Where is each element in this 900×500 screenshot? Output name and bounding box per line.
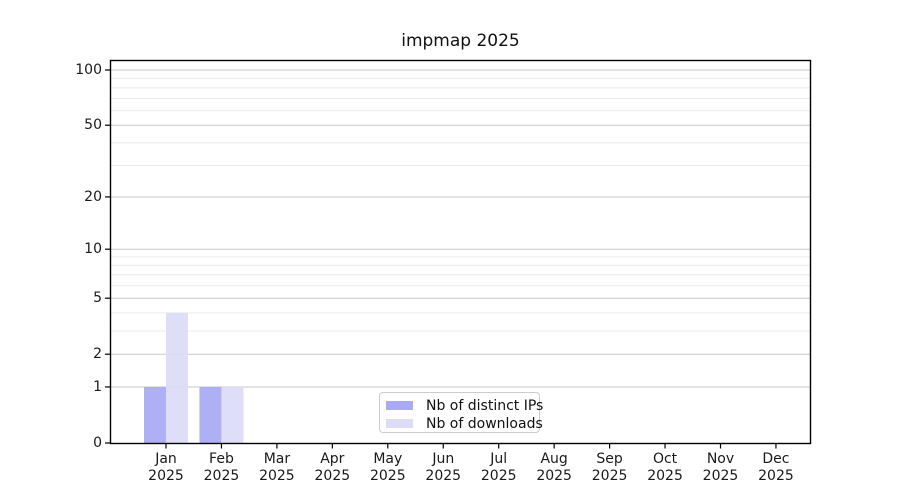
x-tick-label-year: 2025 <box>370 468 406 484</box>
legend-item-downloads: Nb of downloads <box>386 415 543 432</box>
x-tick-label-year: 2025 <box>481 468 517 484</box>
legend-swatch-downloads <box>386 419 413 428</box>
x-tick-label-month: Jul <box>489 451 507 467</box>
x-tick-label-year: 2025 <box>315 468 351 484</box>
x-tick-label-month: May <box>373 451 402 467</box>
x-tick-label-year: 2025 <box>259 468 295 484</box>
y-tick-label: 100 <box>75 62 102 78</box>
x-tick-label-year: 2025 <box>425 468 461 484</box>
x-tick-label-month: Sep <box>596 451 623 467</box>
x-tick-label-month: Aug <box>540 451 567 467</box>
x-tick-label-month: Dec <box>762 451 789 467</box>
bar-jan-downloads <box>166 312 188 444</box>
x-tick-label-year: 2025 <box>592 468 628 484</box>
chart-title: impmap 2025 <box>401 31 520 51</box>
y-tick-label: 20 <box>84 189 102 205</box>
x-tick-label-year: 2025 <box>703 468 739 484</box>
x-tick-label-month: Jun <box>431 451 454 467</box>
x-tick-label-month: Apr <box>320 451 344 467</box>
legend: Nb of distinct IPs Nb of downloads <box>379 392 543 433</box>
y-tick-label: 50 <box>84 117 102 133</box>
y-tick-label: 2 <box>93 346 102 362</box>
x-tick-label-year: 2025 <box>148 468 184 484</box>
legend-swatch-distinct-ips <box>386 401 413 410</box>
x-tick-label-month: Oct <box>653 451 678 467</box>
bar-feb-downloads <box>221 386 244 444</box>
bar-jan-distinct-ips <box>144 386 166 444</box>
plot-border <box>109 59 812 445</box>
legend-label-distinct-ips: Nb of distinct IPs <box>426 397 544 414</box>
y-tick-label: 0 <box>93 435 102 451</box>
legend-item-distinct-ips: Nb of distinct IPs <box>386 397 543 414</box>
x-tick-label-month: Nov <box>707 451 734 467</box>
x-tick-label-month: Feb <box>209 451 234 467</box>
x-tick-label-month: Jan <box>154 451 177 467</box>
y-tick-label: 5 <box>93 290 102 306</box>
x-tick-label-year: 2025 <box>536 468 572 484</box>
x-tick-label-year: 2025 <box>204 468 240 484</box>
x-tick-label-month: Mar <box>264 451 291 467</box>
x-tick-label-year: 2025 <box>647 468 683 484</box>
bar-feb-distinct-ips <box>199 386 222 444</box>
y-tick-label: 1 <box>93 379 102 395</box>
y-tick-label: 10 <box>84 241 102 257</box>
legend-label-downloads: Nb of downloads <box>426 415 543 432</box>
x-tick-label-year: 2025 <box>758 468 794 484</box>
